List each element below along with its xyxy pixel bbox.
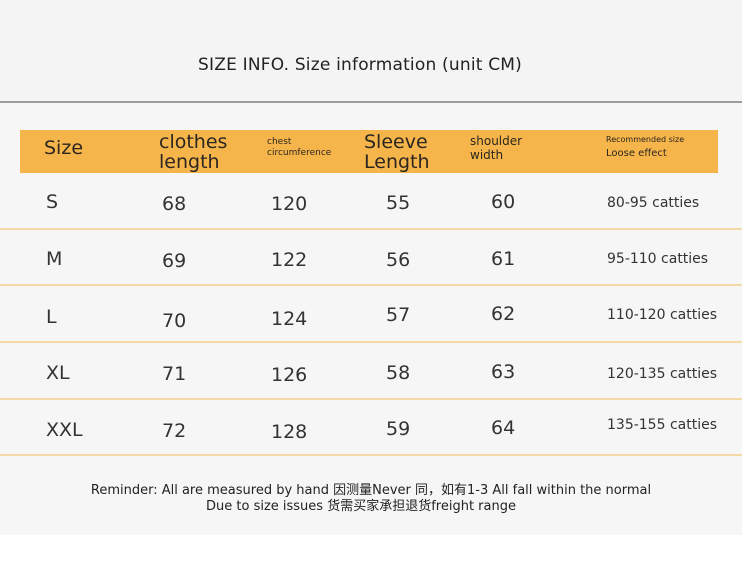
header-clothes-length-line2: length: [159, 151, 220, 173]
cell-chest: 120: [271, 193, 308, 215]
header-loose-effect: Loose effect: [606, 148, 667, 159]
cell-sleeve: 56: [386, 249, 411, 271]
cell-chest: 128: [271, 421, 308, 443]
reminder-line-2: Due to size issues 货需买家承担退货freight range: [206, 499, 516, 514]
cell-sleeve: 55: [386, 192, 411, 214]
header-recommended-line1: Recommended size: [606, 135, 685, 144]
cell-size: L: [46, 306, 57, 328]
header-sleeve-line2: Length: [364, 151, 430, 173]
header-clothes-length: clothes length: [159, 132, 249, 172]
header-shoulder-width: shoulder width: [470, 134, 550, 162]
header-chest-circumference: chest circumference: [267, 137, 357, 159]
cell-size: M: [46, 248, 63, 270]
cell-shoulder: 61: [491, 248, 516, 270]
cell-clothes-length: 72: [162, 420, 187, 442]
header-recommended-size: Recommended size Loose effect: [606, 135, 716, 159]
cell-size: XXL: [46, 419, 83, 441]
cell-size: S: [46, 191, 59, 213]
cell-recommended: 135-155 catties: [607, 417, 717, 433]
header-shoulder-line1: shoulder: [470, 134, 523, 148]
cell-recommended: 95-110 catties: [607, 251, 709, 267]
row-divider: [0, 398, 742, 400]
cell-clothes-length: 70: [162, 310, 187, 332]
cell-chest: 124: [271, 308, 308, 330]
row-divider: [0, 228, 742, 230]
cell-chest: 126: [271, 364, 308, 386]
cell-sleeve: 59: [386, 418, 411, 440]
header-sleeve-length: Sleeve Length: [364, 132, 464, 172]
row-divider: [0, 454, 742, 456]
divider: [0, 101, 742, 103]
cell-size: XL: [46, 362, 70, 384]
cell-shoulder: 60: [491, 191, 516, 213]
size-table-header: Size clothes length chest circumference …: [20, 130, 718, 173]
header-chest-line2: circumference: [267, 148, 332, 158]
cell-shoulder: 63: [491, 361, 516, 383]
cell-clothes-length: 68: [162, 193, 187, 215]
row-divider: [0, 341, 742, 343]
header-shoulder-line2: width: [470, 148, 504, 162]
row-divider: [0, 284, 742, 286]
table-row: XXL 72 128 59 64 135-155 catties: [0, 400, 742, 456]
header-size: Size: [44, 137, 84, 159]
cell-shoulder: 62: [491, 303, 516, 325]
header-chest-line1: chest: [267, 137, 292, 147]
cell-shoulder: 64: [491, 417, 516, 439]
cell-sleeve: 58: [386, 362, 411, 384]
table-row: XL 71 126 58 63 120-135 catties: [0, 343, 742, 399]
table-row: L 70 124 57 62 110-120 catties: [0, 286, 742, 342]
reminder-line-1: Reminder: All are measured by hand 因测量Ne…: [90, 483, 652, 498]
table-row: M 69 122 56 61 95-110 catties: [0, 230, 742, 286]
cell-clothes-length: 71: [162, 363, 187, 385]
cell-recommended: 80-95 catties: [607, 195, 700, 211]
cell-clothes-length: 69: [162, 250, 187, 272]
size-table-area: [0, 103, 742, 535]
cell-recommended: 120-135 catties: [607, 366, 717, 382]
top-band: [0, 0, 742, 102]
table-row: S 68 120 55 60 80-95 catties: [0, 176, 742, 232]
cell-recommended: 110-120 catties: [607, 307, 717, 323]
header-sleeve-line1: Sleeve: [364, 131, 428, 153]
page-title: SIZE INFO. Size information (unit CM): [198, 55, 522, 75]
reminder-note: Reminder: All are measured by hand 因测量Ne…: [0, 483, 742, 515]
header-clothes-length-line1: clothes: [159, 131, 228, 153]
cell-chest: 122: [271, 249, 308, 271]
cell-sleeve: 57: [386, 304, 411, 326]
